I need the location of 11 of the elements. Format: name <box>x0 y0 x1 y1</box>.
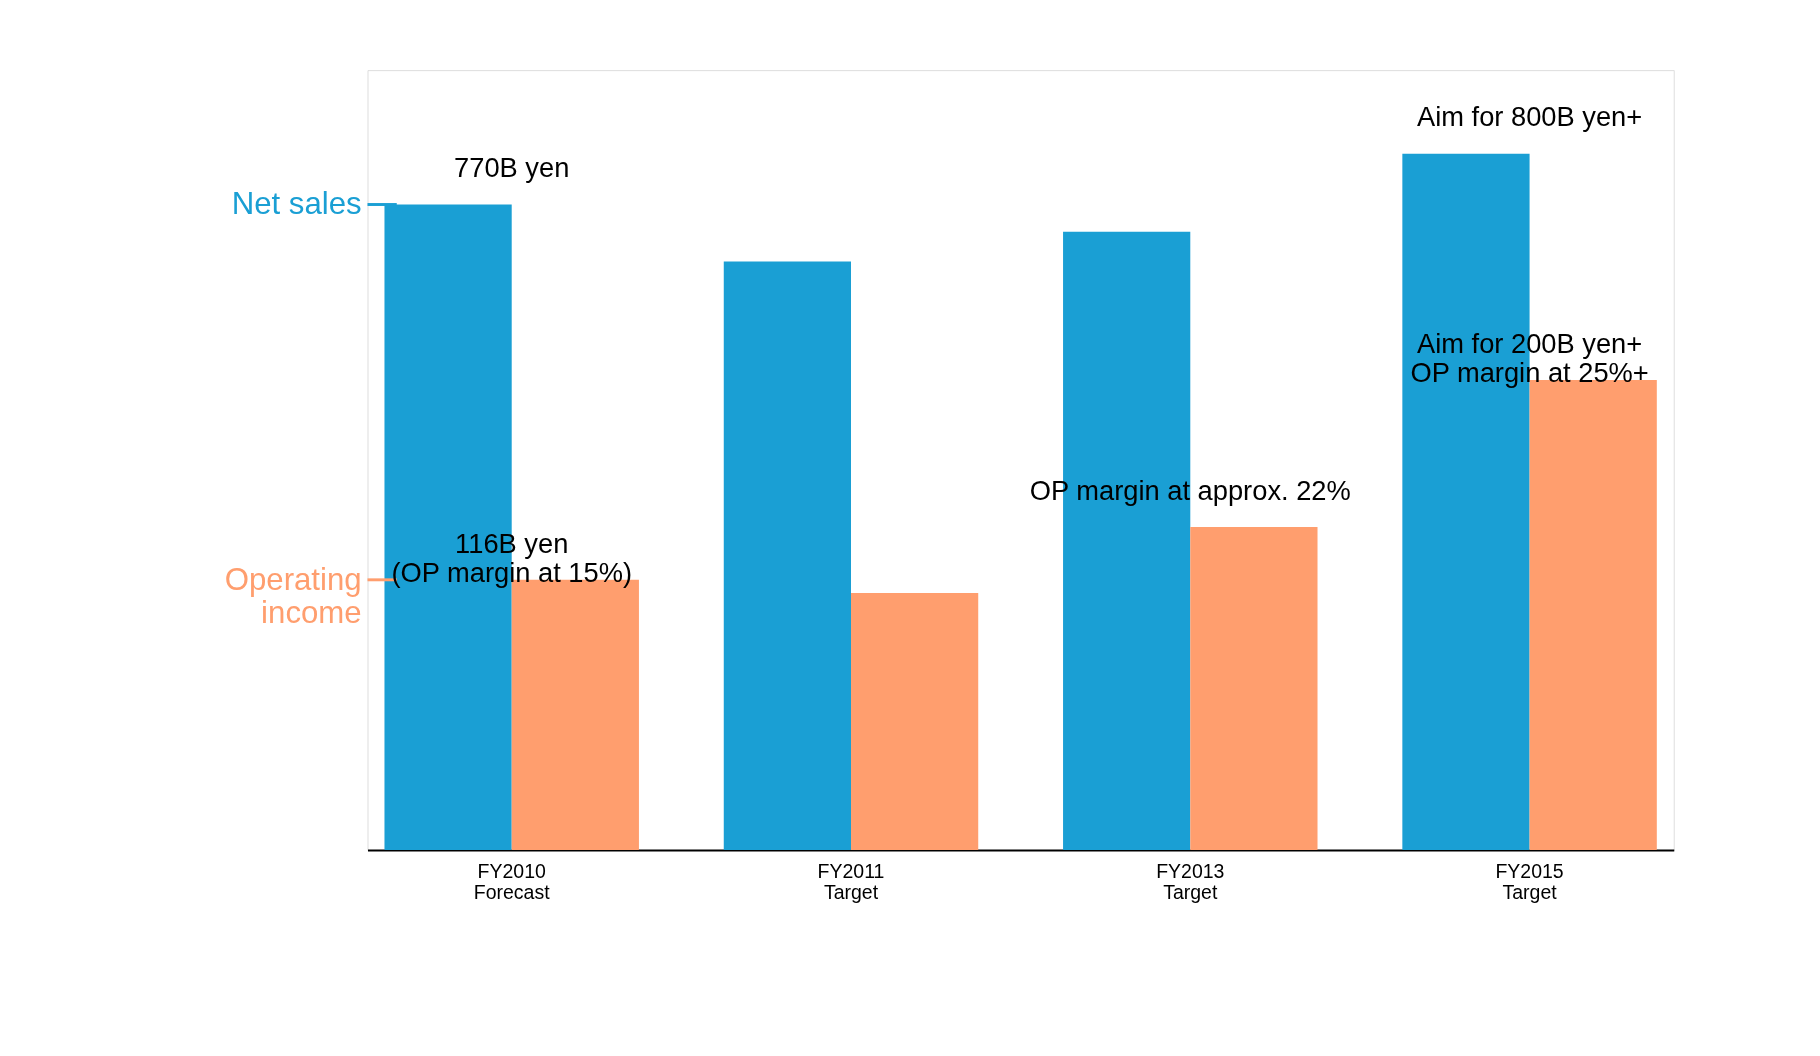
x-tick-label: FY2013 Target <box>1156 859 1225 904</box>
legend-label: Net sales <box>231 186 362 222</box>
annotation: Aim for 800B yen+ <box>1416 101 1643 133</box>
bar <box>1190 526 1318 850</box>
annotation: 770B yen <box>454 152 570 184</box>
bar <box>851 593 979 850</box>
x-tick-label: FY2010 Forecast <box>473 859 551 904</box>
legend-label: Operating income <box>224 561 362 630</box>
bar <box>723 261 851 850</box>
x-tick-label: FY2015 Target <box>1495 859 1564 904</box>
x-tick-label: FY2011 Target <box>817 859 885 904</box>
